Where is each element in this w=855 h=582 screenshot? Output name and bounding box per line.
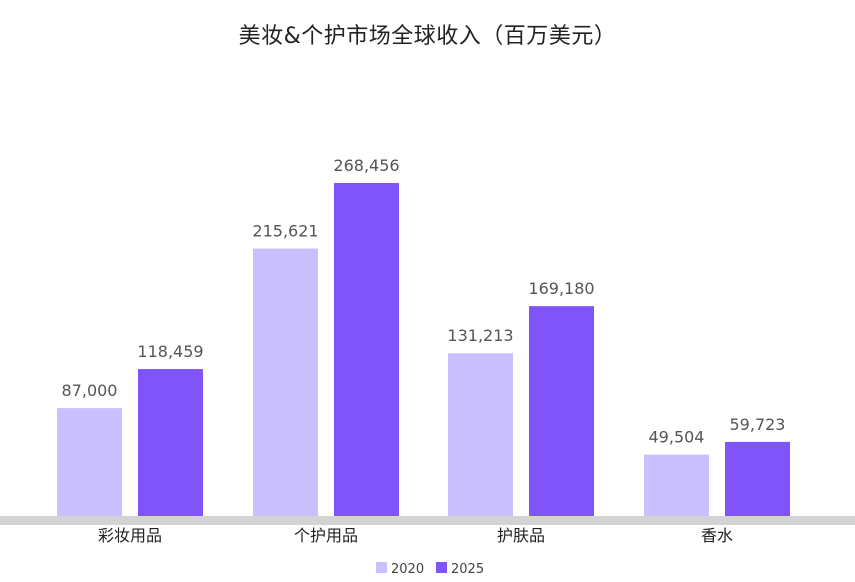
bar-2025-2 [529, 306, 594, 516]
legend-swatch-2020 [376, 562, 387, 573]
legend-label-2025: 2025 [451, 562, 484, 577]
value-label-2025-2: 169,180 [528, 279, 594, 298]
legend: 2020 2025 [376, 562, 484, 577]
value-label-2020-2: 131,213 [447, 326, 513, 345]
category-label-2: 护肤品 [497, 526, 545, 545]
bars-layer [57, 183, 790, 516]
value-labels-layer: 87,000 118,459 215,621 268,456 131,213 169,18… [62, 156, 786, 447]
bar-2020-0 [57, 408, 122, 516]
category-label-1: 个护用品 [294, 526, 358, 545]
value-label-2025-0: 118,459 [137, 342, 203, 361]
category-label-3: 香水 [701, 526, 733, 545]
bar-2025-0 [138, 369, 203, 516]
bar-2025-1 [334, 183, 399, 516]
bar-2020-2 [448, 353, 513, 516]
value-label-2025-1: 268,456 [333, 156, 399, 175]
chart-title: 美妆&个护市场全球收入（百万美元） [238, 24, 617, 49]
bar-2020-1 [253, 248, 318, 516]
value-label-2020-1: 215,621 [252, 222, 318, 241]
value-label-2020-3: 49,504 [649, 428, 705, 447]
bar-2025-3 [725, 441, 790, 516]
legend-label-2020: 2020 [391, 562, 424, 577]
value-label-2025-3: 59,723 [730, 415, 786, 434]
axis-layer: 彩妆用品 个护用品 护肤品 香水 [0, 516, 855, 545]
category-label-0: 彩妆用品 [98, 526, 162, 545]
value-label-2020-0: 87,000 [62, 381, 118, 400]
legend-swatch-2025 [436, 562, 447, 573]
x-axis-baseline [0, 516, 855, 525]
bar-2020-3 [644, 454, 709, 516]
